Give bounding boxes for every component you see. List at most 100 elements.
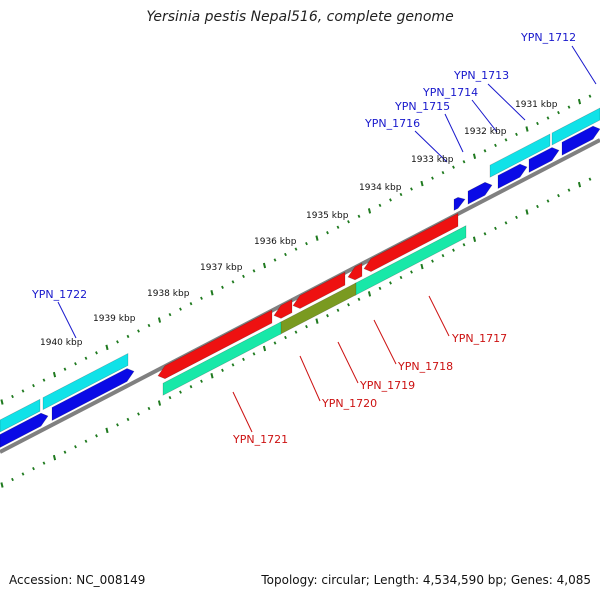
- outer-tick: [84, 356, 88, 360]
- outer-tick: [242, 274, 245, 279]
- leader-ypn1717: [428, 295, 450, 337]
- gene-ypn1712[interactable]: [561, 125, 600, 156]
- inner-tick: [494, 226, 497, 230]
- outer-tick: [168, 312, 172, 317]
- inner-tick-track: [0, 177, 592, 488]
- inner-tick: [378, 286, 382, 291]
- gene-label-ypn1719[interactable]: YPN_1719: [359, 379, 415, 392]
- gene-label-ypn1718[interactable]: YPN_1718: [397, 360, 453, 373]
- outer-tick: [116, 340, 119, 344]
- outer-tick: [410, 187, 413, 191]
- outer-tick: [389, 198, 392, 202]
- gene-ypn1714[interactable]: [497, 163, 528, 190]
- genome-summary-text: Topology: circular; Length: 4,534,590 bp…: [261, 573, 591, 587]
- gene-ypn1716[interactable]: [453, 197, 466, 211]
- inner-tick: [567, 188, 571, 192]
- gene-ypn1717[interactable]: [363, 212, 459, 272]
- inner-tick: [242, 357, 245, 362]
- inner-tick: [116, 423, 119, 427]
- inner-tick: [11, 477, 14, 482]
- inner-tick: [126, 417, 130, 422]
- gene-ypn1719[interactable]: [292, 271, 346, 309]
- leader-ypn1714: [471, 99, 498, 133]
- outer-tick: [179, 307, 182, 311]
- gene-ypn1722-left[interactable]: [0, 412, 49, 448]
- outer-tick: [137, 329, 140, 333]
- inner-tick: [515, 215, 518, 220]
- inner-tick: [221, 368, 224, 372]
- gene-ypn1718[interactable]: [347, 262, 363, 281]
- outer-tick: [52, 371, 57, 378]
- outer-tick: [483, 149, 487, 153]
- outer-tick: [577, 98, 582, 105]
- gene-label-ypn1712[interactable]: YPN_1712: [520, 31, 576, 44]
- outer-tick-track: [0, 94, 592, 405]
- outer-tick: [546, 116, 550, 120]
- kbp-label-1932: 1932 kbp: [464, 127, 507, 137]
- kbp-label-1934: 1934 kbp: [359, 183, 402, 193]
- kbp-label-1939: 1939 kbp: [93, 314, 136, 324]
- cds-ypn1722[interactable]: [42, 352, 129, 411]
- gene-label-ypn1715[interactable]: YPN_1715: [394, 100, 450, 113]
- gene-ypn1721[interactable]: [157, 309, 273, 380]
- outer-tick: [32, 383, 35, 388]
- inner-tick: [326, 314, 329, 318]
- outer-tick: [494, 143, 497, 147]
- gene-label-ypn1716[interactable]: YPN_1716: [364, 117, 420, 130]
- inner-tick: [525, 209, 529, 215]
- gene-label-ypn1720[interactable]: YPN_1720: [321, 397, 377, 410]
- cds-ypn1722-left[interactable]: [0, 398, 41, 433]
- inner-tick: [389, 281, 392, 285]
- inner-tick: [462, 243, 466, 247]
- gene-label-ypn1722[interactable]: YPN_1722: [31, 288, 87, 301]
- inner-tick: [399, 275, 403, 280]
- inner-tick: [294, 330, 298, 334]
- leader-ypn1719: [337, 341, 359, 384]
- inner-tick: [305, 324, 308, 329]
- gene-ypn1715[interactable]: [467, 181, 493, 205]
- inner-tick: [367, 291, 372, 297]
- gene-ypn1722[interactable]: [51, 368, 135, 421]
- leader-ypn1712: [571, 45, 597, 85]
- outer-tick: [525, 126, 529, 132]
- cds-ypn1712[interactable]: [551, 107, 600, 146]
- inner-tick: [147, 406, 151, 411]
- outer-tick: [515, 132, 518, 137]
- gene-label-ypn1717[interactable]: YPN_1717: [451, 332, 507, 345]
- kbp-label-1937: 1937 kbp: [200, 263, 243, 273]
- outer-tick: [588, 94, 592, 98]
- outer-tick: [0, 399, 4, 405]
- outer-tick: [21, 389, 25, 393]
- inner-tick: [21, 472, 25, 476]
- leader-ypn1718: [373, 319, 397, 365]
- inner-tick: [210, 373, 214, 379]
- outer-tick: [147, 323, 151, 328]
- inner-tick: [588, 177, 592, 181]
- inner-tick: [546, 199, 550, 203]
- inner-tick: [52, 454, 57, 461]
- gene-ypn1713[interactable]: [528, 147, 560, 173]
- outer-tick: [42, 378, 46, 382]
- outer-tick: [294, 247, 298, 251]
- outer-tick: [273, 258, 277, 262]
- outer-tick: [252, 269, 256, 273]
- cds-ypn1713[interactable]: [489, 133, 551, 178]
- inner-tick: [347, 303, 350, 307]
- outer-tick: [95, 351, 98, 355]
- inner-tick: [452, 248, 455, 252]
- inner-tick: [577, 181, 582, 188]
- gene-label-ypn1721[interactable]: YPN_1721: [232, 433, 288, 446]
- outer-tick: [399, 192, 403, 197]
- gene-label-ypn1714[interactable]: YPN_1714: [422, 86, 478, 99]
- inner-tick: [84, 439, 88, 443]
- inner-tick: [504, 221, 508, 225]
- cds-ypn1721[interactable]: [162, 321, 282, 396]
- gene-ypn1720[interactable]: [273, 299, 293, 319]
- inner-tick: [0, 482, 4, 488]
- outer-tick: [262, 262, 267, 269]
- outer-tick: [11, 394, 14, 399]
- outer-tick: [378, 203, 382, 208]
- feature-track: [0, 107, 600, 448]
- gene-label-ypn1713[interactable]: YPN_1713: [453, 69, 509, 82]
- outer-tick: [126, 334, 130, 339]
